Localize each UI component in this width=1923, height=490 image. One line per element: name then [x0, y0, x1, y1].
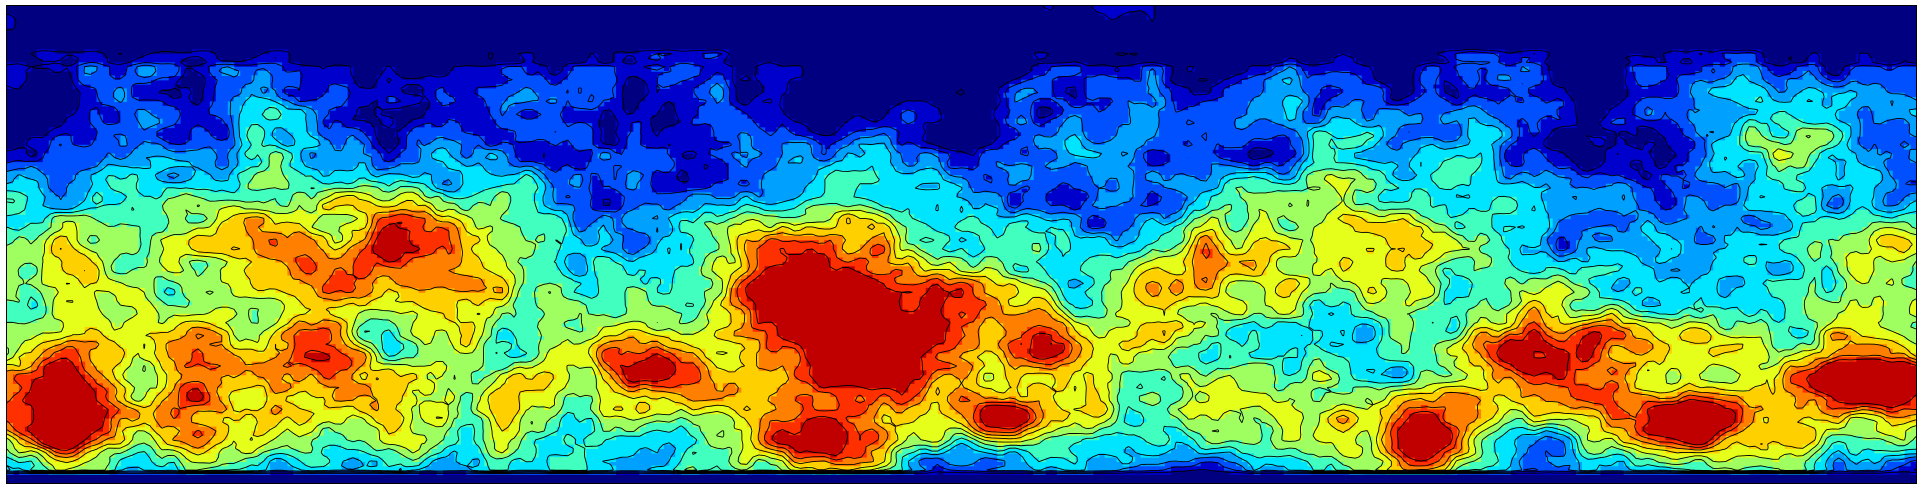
contour-band-8	[7, 196, 1916, 471]
contour-band-5	[7, 97, 1916, 471]
contour-band-1	[7, 6, 1916, 475]
contour-lines	[7, 6, 1916, 475]
contour-band-10	[7, 214, 1916, 467]
contour-band-0	[7, 6, 1916, 483]
contour-band-11	[24, 222, 1916, 462]
contour-band-7	[7, 149, 1916, 471]
contour-band-4	[7, 75, 1916, 475]
contour-plot	[6, 5, 1917, 484]
contour-band-6	[7, 127, 1916, 471]
contour-field	[7, 6, 1916, 483]
contour-band-3	[7, 62, 1916, 475]
